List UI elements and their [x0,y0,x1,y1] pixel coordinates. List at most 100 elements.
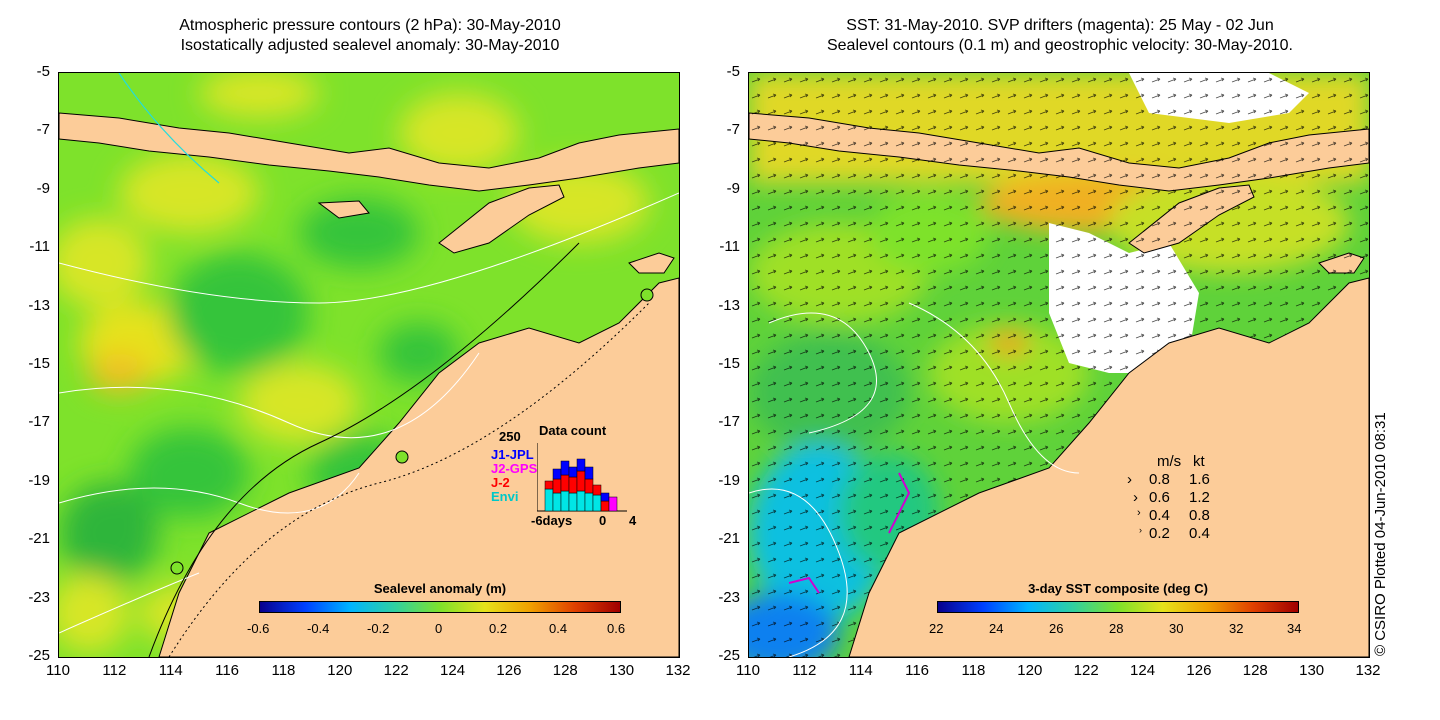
velocity-key-row3-ms: 0.2 [1149,525,1170,542]
data-count-inset: 250 Data count J1-JPL J2-GPS J-2 Envi [489,421,669,531]
sst-tick-2: 26 [1049,621,1064,636]
right-x-tick-5: 120 [1017,662,1043,679]
sealevel-map-svg [59,73,679,657]
right-y-tick-10: -25 [718,647,740,664]
left-x-tick-3: 116 [215,662,240,679]
data-count-legend-jpl: J1-JPL [491,447,534,462]
right-x-tick-6: 122 [1073,662,1099,679]
left-x-tick-7: 124 [440,662,466,679]
data-count-x-end: 4 [629,513,637,528]
velocity-key-header-kt: kt [1193,453,1205,470]
left-y-tick-3: -11 [29,238,50,256]
velocity-key-row0-ms: 0.8 [1149,471,1170,488]
data-count-legend-gps: J2-GPS [491,461,538,476]
right-panel-title: SST: 31-May-2010. SVP drifters (magenta)… [740,16,1380,56]
sealevel-anomaly-map: 250 Data count J1-JPL J2-GPS J-2 Envi [58,72,680,658]
left-x-tick-10: 130 [609,662,635,679]
sst-map: m/s kt › 0.8 1.6 › 0.6 1.2 › 0.4 0.8 › 0… [748,72,1370,658]
left-x-tick-1: 112 [102,662,127,679]
right-y-tick-6: -17 [718,413,740,431]
right-title-line2: Sealevel contours (0.1 m) and geostrophi… [826,37,1293,54]
data-count-title: Data count [539,423,607,438]
right-y-tick-8: -21 [718,530,740,548]
right-y-tick-9: -23 [718,588,740,606]
left-x-tick-0: 110 [46,662,70,679]
right-x-tick-8: 126 [1186,662,1212,679]
right-x-tick-7: 124 [1130,662,1156,679]
sst-colorbar: 3-day SST composite (deg C) 22 24 26 28 … [929,579,1302,639]
left-y-tick-4: -13 [28,296,50,314]
left-y-tick-10: -25 [28,647,50,664]
sst-colorbar-title: 3-day SST composite (deg C) [1028,581,1208,596]
right-title-line1: SST: 31-May-2010. SVP drifters (magenta)… [846,17,1274,34]
velocity-arrow-02: › [1139,525,1142,535]
data-count-legend-envi: Envi [491,489,519,504]
right-x-tick-3: 116 [905,662,930,679]
right-x-tick-4: 118 [961,662,986,679]
right-y-tick-7: -19 [718,471,740,489]
left-title-line2: Isostatically adjusted sealevel anomaly:… [180,37,560,54]
right-y-tick-4: -13 [718,296,740,314]
sealevel-tick-0: -0.6 [247,621,270,636]
velocity-key-row2-kt: 0.8 [1189,507,1210,524]
left-y-tick-6: -17 [28,413,50,431]
sealevel-tick-2: -0.2 [367,621,390,636]
data-count-histogram [537,443,627,512]
data-count-x-zero: 0 [599,513,607,528]
sealevel-colorbar-gradient [259,601,621,613]
left-y-tick-2: -9 [36,179,50,197]
left-x-tick-2: 114 [158,662,183,679]
left-panel-title: Atmospheric pressure contours (2 hPa): 3… [60,16,680,56]
velocity-key-row1-ms: 0.6 [1149,489,1170,506]
velocity-key-row3-kt: 0.4 [1189,525,1210,542]
right-x-tick-2: 114 [848,662,873,679]
velocity-key-row0-kt: 1.6 [1189,471,1210,488]
right-x-tick-0: 110 [736,662,760,679]
right-y-tick-5: -15 [718,355,740,372]
data-count-legend-j2: J-2 [491,475,510,490]
velocity-key-row1-kt: 1.2 [1189,489,1210,506]
velocity-arrow-08: › [1127,471,1132,488]
sst-tick-3: 28 [1109,621,1124,636]
sst-tick-0: 22 [929,621,944,636]
left-y-tick-0: -5 [36,63,50,80]
sst-tick-4: 30 [1169,621,1184,636]
left-y-tick-8: -21 [28,530,50,548]
left-y-tick-1: -7 [36,121,50,139]
sealevel-tick-6: 0.6 [607,621,626,636]
left-x-tick-11: 132 [665,662,691,679]
right-x-tick-9: 128 [1242,662,1268,679]
velocity-arrow-04: › [1137,507,1141,519]
sst-tick-6: 34 [1287,621,1302,636]
left-title-line1: Atmospheric pressure contours (2 hPa): 3… [179,17,561,34]
data-count-x-start: -6days [531,513,573,528]
left-x-tick-5: 120 [327,662,353,679]
right-x-tick-1: 112 [792,662,817,679]
sst-tick-5: 32 [1229,621,1244,636]
right-y-tick-2: -9 [726,179,740,197]
sealevel-tick-4: 0.2 [489,621,508,636]
left-x-tick-6: 122 [383,662,409,679]
sealevel-tick-3: 0 [435,621,443,636]
velocity-arrow-06: › [1133,489,1138,506]
sst-tick-1: 24 [989,621,1004,636]
right-x-tick-10: 130 [1299,662,1325,679]
right-y-tick-3: -11 [719,238,740,256]
left-x-tick-9: 128 [552,662,578,679]
sst-colorbar-gradient [937,601,1299,613]
sealevel-tick-1: -0.4 [307,621,330,636]
sealevel-tick-5: 0.4 [549,621,568,636]
sst-map-svg [749,73,1369,657]
right-x-tick-11: 132 [1355,662,1381,679]
sealevel-colorbar: Sealevel anomaly (m) -0.6 -0.4 -0.2 0 0.… [247,579,625,639]
velocity-key-header-ms: m/s [1157,453,1182,470]
right-y-tick-1: -7 [726,121,740,139]
left-x-tick-8: 126 [496,662,522,679]
left-y-tick-7: -19 [28,471,50,489]
velocity-key-row2-ms: 0.4 [1149,507,1170,524]
left-y-tick-5: -15 [28,355,50,372]
sealevel-colorbar-title: Sealevel anomaly (m) [373,581,507,596]
left-y-tick-9: -23 [28,588,50,606]
right-y-tick-0: -5 [726,63,740,80]
data-count-ymax: 250 [499,429,521,444]
